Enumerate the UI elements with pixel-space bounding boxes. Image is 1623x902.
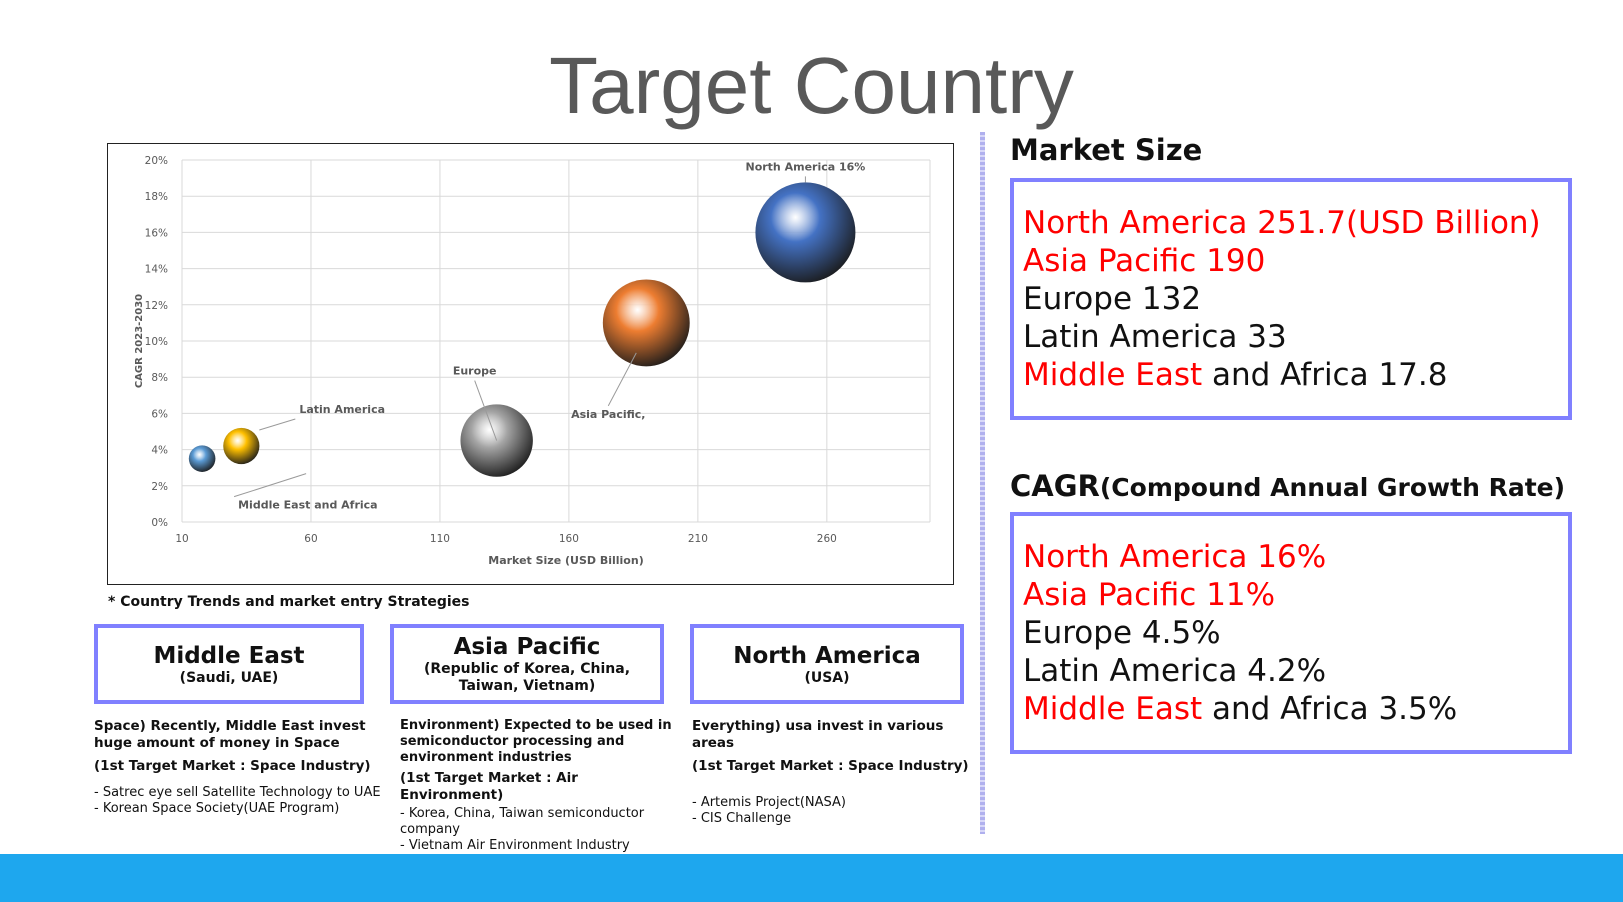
region-bullets: - Korea, China, Taiwan semiconductor com… [400, 806, 674, 870]
market-size-line: North America 251.7(USD Billion) [1023, 205, 1541, 241]
market-size-heading: Market Size [1010, 133, 1203, 167]
cagr-line: Middle East and Africa 3.5% [1023, 691, 1458, 727]
bubble-leader-line [233, 473, 307, 498]
x-tick-label: 260 [817, 533, 837, 545]
x-tick-label: 160 [559, 533, 579, 545]
region-headline: Environment) Expected to be used in semi… [400, 718, 672, 765]
cagr-line: Europe 4.5% [1023, 615, 1221, 651]
market-size-line: Latin America 33 [1023, 319, 1287, 355]
region-target: (1st Target Market : Space Industry) [692, 758, 969, 774]
chart-bubbles [188, 182, 856, 477]
y-tick-label: 8% [151, 372, 168, 384]
footer-bar [0, 854, 1623, 902]
bubble-label: Middle East and Africa [238, 499, 378, 512]
region-target: (1st Target Market : Air Environment) [400, 770, 578, 803]
bubble-leader-line [607, 352, 637, 407]
region-sub: (Saudi, UAE) [179, 669, 279, 686]
region-headline: Everything) usa invest in various areas [692, 718, 944, 751]
y-tick-label: 0% [151, 517, 168, 529]
cagr-line: North America 16% [1023, 539, 1327, 575]
page-title: Target Country [549, 41, 1074, 130]
region-sub: (USA) [804, 669, 850, 686]
chart-grid [181, 159, 931, 523]
region-headline: Space) Recently, Middle East invest huge… [94, 718, 366, 751]
vertical-divider [980, 132, 985, 834]
bubble-label: Latin America [299, 403, 385, 416]
x-tick-label: 110 [430, 533, 450, 545]
bubble-latin-america [223, 427, 260, 465]
market-size-line: Europe 132 [1023, 281, 1202, 317]
bubble-chart-svg: 0% 2% 4% 6% 8% 10% 12% 14% 16% 18% 20% 10 60 110 160 21… [134, 155, 931, 567]
strategy-note: * Country Trends and market entry Strate… [108, 594, 470, 610]
region-desc-asia-pacific: Environment) Expected to be used in semi… [400, 718, 674, 870]
bubble-leader-line [259, 418, 296, 431]
chart-axes: 0% 2% 4% 6% 8% 10% 12% 14% 16% 18% 20% 10 60 110 160 21… [134, 155, 837, 567]
bubble-label: Asia Pacific, [571, 408, 645, 421]
bubble-asia-pacific [602, 279, 690, 367]
region-desc-middle-east: Space) Recently, Middle East invest huge… [94, 718, 386, 817]
list-item: - Satrec eye sell Satellite Technology t… [94, 785, 381, 800]
y-tick-label: 6% [151, 408, 168, 420]
region-box-north-america: North America (USA) [690, 624, 964, 704]
market-size-line: Middle East and Africa 17.8 [1023, 357, 1448, 393]
y-tick-label: 12% [145, 300, 168, 312]
market-size-box: North America 251.7(USD Billion) Asia Pa… [1010, 178, 1572, 420]
y-tick-label: 2% [151, 481, 168, 493]
region-box-asia-pacific: Asia Pacific (Republic of Korea, China, … [390, 624, 664, 704]
chart-labels: North America 16% Asia Pacific, Europe Lati… [233, 160, 865, 512]
y-axis-label: CAGR 2023-2030 [134, 294, 145, 388]
y-tick-label: 14% [145, 264, 168, 276]
region-bullets: - Satrec eye sell Satellite Technology t… [94, 785, 386, 817]
list-item: - CIS Challenge [692, 811, 792, 826]
cagr-heading: CAGR(Compound Annual Growth Rate) [1010, 469, 1566, 503]
x-tick-label: 210 [688, 533, 708, 545]
y-tick-label: 18% [145, 191, 168, 203]
region-target: (1st Target Market : Space Industry) [94, 758, 371, 774]
list-item: - Artemis Project(NASA) [692, 795, 846, 810]
region-box-middle-east: Middle East (Saudi, UAE) [94, 624, 364, 704]
bubble-chart: 0% 2% 4% 6% 8% 10% 12% 14% 16% 18% 20% 10 60 110 160 21… [107, 143, 954, 585]
cagr-line: Asia Pacific 11% [1023, 577, 1276, 613]
x-tick-label: 60 [304, 533, 317, 545]
cagr-line: Latin America 4.2% [1023, 653, 1327, 689]
region-bullets: - Artemis Project(NASA) - CIS Challenge [692, 795, 972, 827]
region-sub: (Republic of Korea, China, Taiwan, Vietn… [423, 661, 631, 694]
region-desc-north-america: Everything) usa invest in various areas … [692, 718, 972, 827]
bubble-label: Europe [453, 365, 497, 378]
bubble-leader-line [474, 380, 498, 441]
market-size-line: Asia Pacific 190 [1023, 243, 1266, 279]
bubble-north-america-16 [755, 182, 856, 283]
list-item: - Korean Space Society(UAE Program) [94, 801, 340, 816]
list-item: - Korea, China, Taiwan semiconductor com… [400, 806, 645, 837]
y-tick-label: 16% [145, 227, 168, 239]
cagr-box: North America 16% Asia Pacific 11% Europ… [1010, 512, 1572, 754]
region-name: Middle East [153, 642, 305, 669]
bubble-label: North America 16% [745, 160, 865, 173]
bubble-middle-east-and-africa [188, 445, 216, 472]
y-tick-label: 4% [151, 445, 168, 457]
x-axis-label: Market Size (USD Billion) [488, 554, 643, 567]
region-name: Asia Pacific [453, 634, 601, 660]
x-tick-label: 10 [175, 533, 188, 545]
region-name: North America [733, 642, 921, 669]
y-tick-label: 10% [145, 336, 168, 348]
y-tick-label: 20% [145, 155, 168, 167]
